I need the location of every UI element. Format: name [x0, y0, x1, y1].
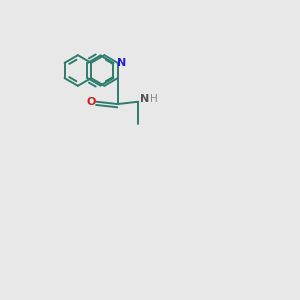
Text: N: N [117, 58, 127, 68]
Text: N: N [140, 94, 149, 104]
Text: O: O [86, 97, 96, 107]
Text: H: H [150, 94, 158, 104]
